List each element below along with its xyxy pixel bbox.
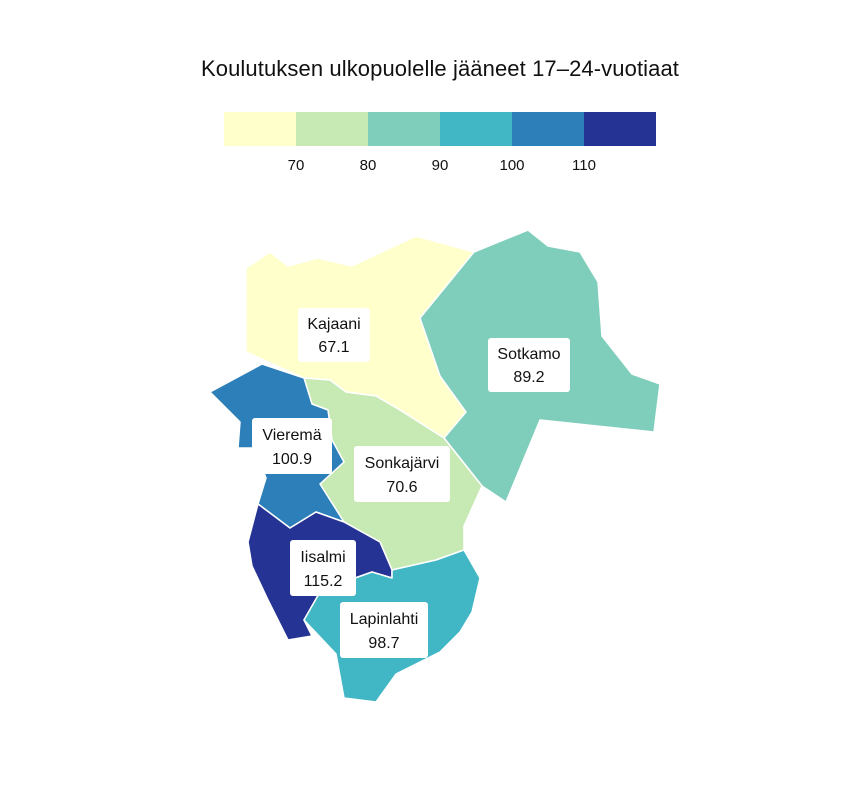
label-iisalmi-name: Iisalmi xyxy=(300,549,345,566)
label-iisalmi-value: 115.2 xyxy=(304,573,343,590)
legend-tick-3: 100 xyxy=(499,157,524,174)
label-kajaani-name: Kajaani xyxy=(307,316,360,333)
legend-bin-3 xyxy=(440,112,512,146)
label-sonkajarvi-name: Sonkajärvi xyxy=(365,455,440,472)
label-sonkajarvi-value: 70.6 xyxy=(386,479,417,496)
label-lapinlahti: Lapinlahti 98.7 xyxy=(340,602,428,658)
legend-bin-0 xyxy=(224,112,296,146)
legend-tick-1: 80 xyxy=(360,157,377,174)
label-vierema-name: Vieremä xyxy=(262,427,321,444)
legend-tick-4: 110 xyxy=(572,157,596,174)
label-vierema: Vieremä 100.9 xyxy=(252,418,332,474)
label-sotkamo-name: Sotkamo xyxy=(497,346,560,363)
region-labels: Kajaani 67.1 Sotkamo 89.2 Vieremä 100.9 … xyxy=(252,308,570,658)
map-title: Koulutuksen ulkopuolelle jääneet 17–24-v… xyxy=(200,56,680,81)
label-iisalmi: Iisalmi 115.2 xyxy=(290,540,356,596)
label-kajaani-value: 67.1 xyxy=(318,339,349,356)
label-sotkamo-value: 89.2 xyxy=(513,369,544,386)
legend-bin-5 xyxy=(584,112,656,146)
label-sonkajarvi: Sonkajärvi 70.6 xyxy=(354,446,450,502)
label-sotkamo: Sotkamo 89.2 xyxy=(488,338,570,392)
legend-tick-2: 90 xyxy=(432,157,449,174)
legend-tick-0: 70 xyxy=(288,157,305,174)
legend-bin-1 xyxy=(296,112,368,146)
label-vierema-value: 100.9 xyxy=(272,451,312,468)
label-lapinlahti-value: 98.7 xyxy=(368,635,399,652)
legend: 70 80 90 100 110 xyxy=(224,112,656,174)
label-lapinlahti-name: Lapinlahti xyxy=(350,611,419,628)
legend-bin-4 xyxy=(512,112,584,146)
label-kajaani: Kajaani 67.1 xyxy=(298,308,370,362)
legend-bin-2 xyxy=(368,112,440,146)
